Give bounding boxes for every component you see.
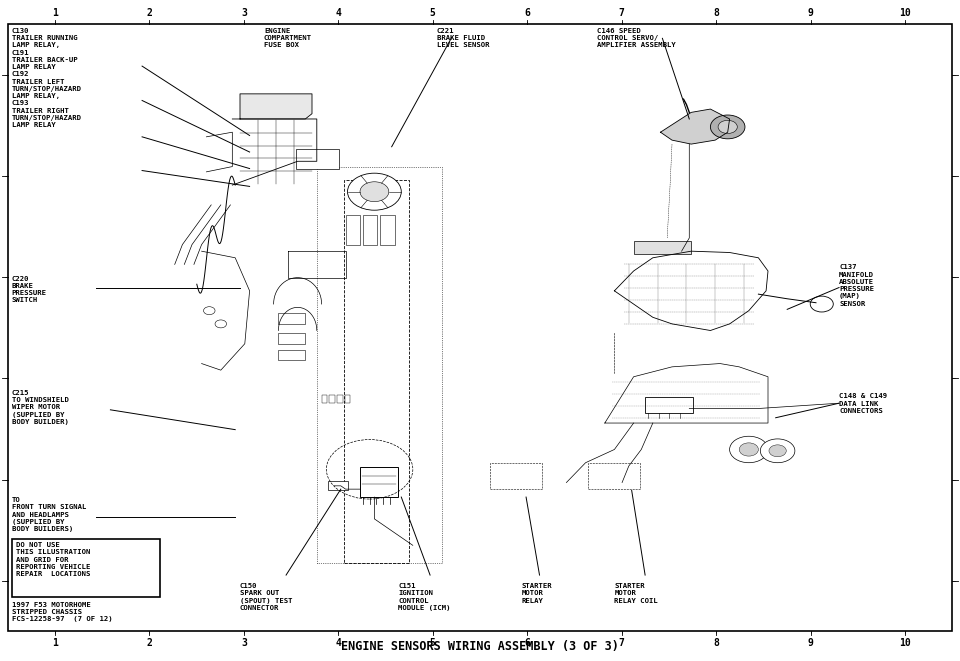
Text: DO NOT USE
THIS ILLUSTRATION
AND GRID FOR
REPORTING VEHICLE
REPAIR  LOCATIONS: DO NOT USE THIS ILLUSTRATION AND GRID FO… [16, 542, 90, 577]
Text: C146 SPEED
CONTROL SERVO/
AMPLIFIER ASSEMBLY: C146 SPEED CONTROL SERVO/ AMPLIFIER ASSE… [597, 28, 676, 48]
Polygon shape [614, 251, 768, 330]
Circle shape [730, 436, 768, 463]
Text: 4: 4 [335, 7, 341, 18]
Text: C215
TO WINDSHIELD
WIPER MOTOR
(SUPPLIED BY
BODY BUILDER): C215 TO WINDSHIELD WIPER MOTOR (SUPPLIED… [12, 390, 68, 425]
Polygon shape [232, 119, 317, 185]
Text: 5: 5 [430, 638, 436, 648]
Bar [490, 463, 542, 489]
Bar [363, 215, 377, 245]
Text: 2: 2 [147, 638, 153, 648]
Text: C151
IGNITION
CONTROL
MODULE (ICM): C151 IGNITION CONTROL MODULE (ICM) [398, 583, 451, 611]
Circle shape [718, 120, 737, 134]
Text: C137
MANIFOLD
ABSOLUTE
PRESSURE
(MAP)
SENSOR: C137 MANIFOLD ABSOLUTE PRESSURE (MAP) SE… [839, 264, 874, 307]
Bar [296, 149, 339, 169]
Text: 10: 10 [900, 7, 911, 18]
Polygon shape [206, 132, 232, 172]
Text: 1: 1 [52, 7, 58, 18]
Circle shape [760, 439, 795, 463]
Bar [344, 180, 409, 563]
Text: ENGINE SENSORS WIRING ASSEMBLY (3 OF 3): ENGINE SENSORS WIRING ASSEMBLY (3 OF 3) [341, 640, 619, 653]
Text: C221
BRAKE FLUID
LEVEL SENSOR: C221 BRAKE FLUID LEVEL SENSOR [437, 28, 490, 48]
Bar [634, 241, 691, 254]
Circle shape [204, 307, 215, 315]
Text: 1997 F53 MOTORHOME
STRIPPED CHASSIS
FCS-12258-97  (7 OF 12): 1997 F53 MOTORHOME STRIPPED CHASSIS FCS-… [12, 602, 112, 622]
Text: STARTER
MOTOR
RELAY COIL: STARTER MOTOR RELAY COIL [614, 583, 659, 603]
Text: 6: 6 [524, 638, 530, 648]
Bar [345, 395, 350, 403]
Bar [588, 463, 640, 489]
Text: C130
TRAILER RUNNING
LAMP RELAY,
C191
TRAILER BACK-UP
LAMP RELAY
C192
TRAILER LE: C130 TRAILER RUNNING LAMP RELAY, C191 TR… [12, 28, 82, 128]
Text: 8: 8 [713, 7, 719, 18]
Text: C220
BRAKE
PRESSURE
SWITCH: C220 BRAKE PRESSURE SWITCH [12, 276, 46, 303]
Text: 1: 1 [52, 638, 58, 648]
Polygon shape [605, 364, 768, 423]
Text: 10: 10 [900, 638, 911, 648]
Text: ENGINE
COMPARTMENT
FUSE BOX: ENGINE COMPARTMENT FUSE BOX [264, 28, 312, 48]
Circle shape [348, 173, 401, 210]
Text: C148 & C149
DATA LINK
CONNECTORS: C148 & C149 DATA LINK CONNECTORS [839, 393, 887, 414]
Text: 9: 9 [807, 7, 813, 18]
Text: 3: 3 [241, 638, 247, 648]
Text: 2: 2 [147, 7, 153, 18]
Circle shape [215, 320, 227, 328]
Text: C150
SPARK OUT
(SPOUT) TEST
CONNECTOR: C150 SPARK OUT (SPOUT) TEST CONNECTOR [240, 583, 293, 611]
Text: STARTER
MOTOR
RELAY: STARTER MOTOR RELAY [521, 583, 552, 603]
Bar [278, 313, 305, 324]
Text: 5: 5 [430, 7, 436, 18]
Text: 3: 3 [241, 7, 247, 18]
Bar [278, 333, 305, 344]
Bar [346, 215, 360, 245]
Bar [278, 350, 305, 360]
Text: 7: 7 [619, 7, 625, 18]
Bar [360, 467, 398, 497]
Bar [322, 395, 327, 403]
Circle shape [739, 443, 758, 456]
Bar [328, 481, 348, 490]
Bar [12, 539, 160, 597]
Bar [645, 397, 693, 413]
Circle shape [360, 182, 389, 202]
Text: 4: 4 [335, 638, 341, 648]
Text: 8: 8 [713, 638, 719, 648]
Bar [329, 395, 335, 403]
Bar [380, 215, 395, 245]
Text: 6: 6 [524, 7, 530, 18]
Bar [337, 395, 343, 403]
Text: TO
FRONT TURN SIGNAL
AND HEADLAMPS
(SUPPLIED BY
BODY BUILDERS): TO FRONT TURN SIGNAL AND HEADLAMPS (SUPP… [12, 497, 85, 532]
Circle shape [810, 296, 833, 312]
Circle shape [769, 445, 786, 457]
Polygon shape [660, 109, 730, 144]
Circle shape [710, 115, 745, 139]
Polygon shape [240, 94, 312, 119]
Text: 7: 7 [619, 638, 625, 648]
Text: 9: 9 [807, 638, 813, 648]
Bar [317, 167, 442, 563]
